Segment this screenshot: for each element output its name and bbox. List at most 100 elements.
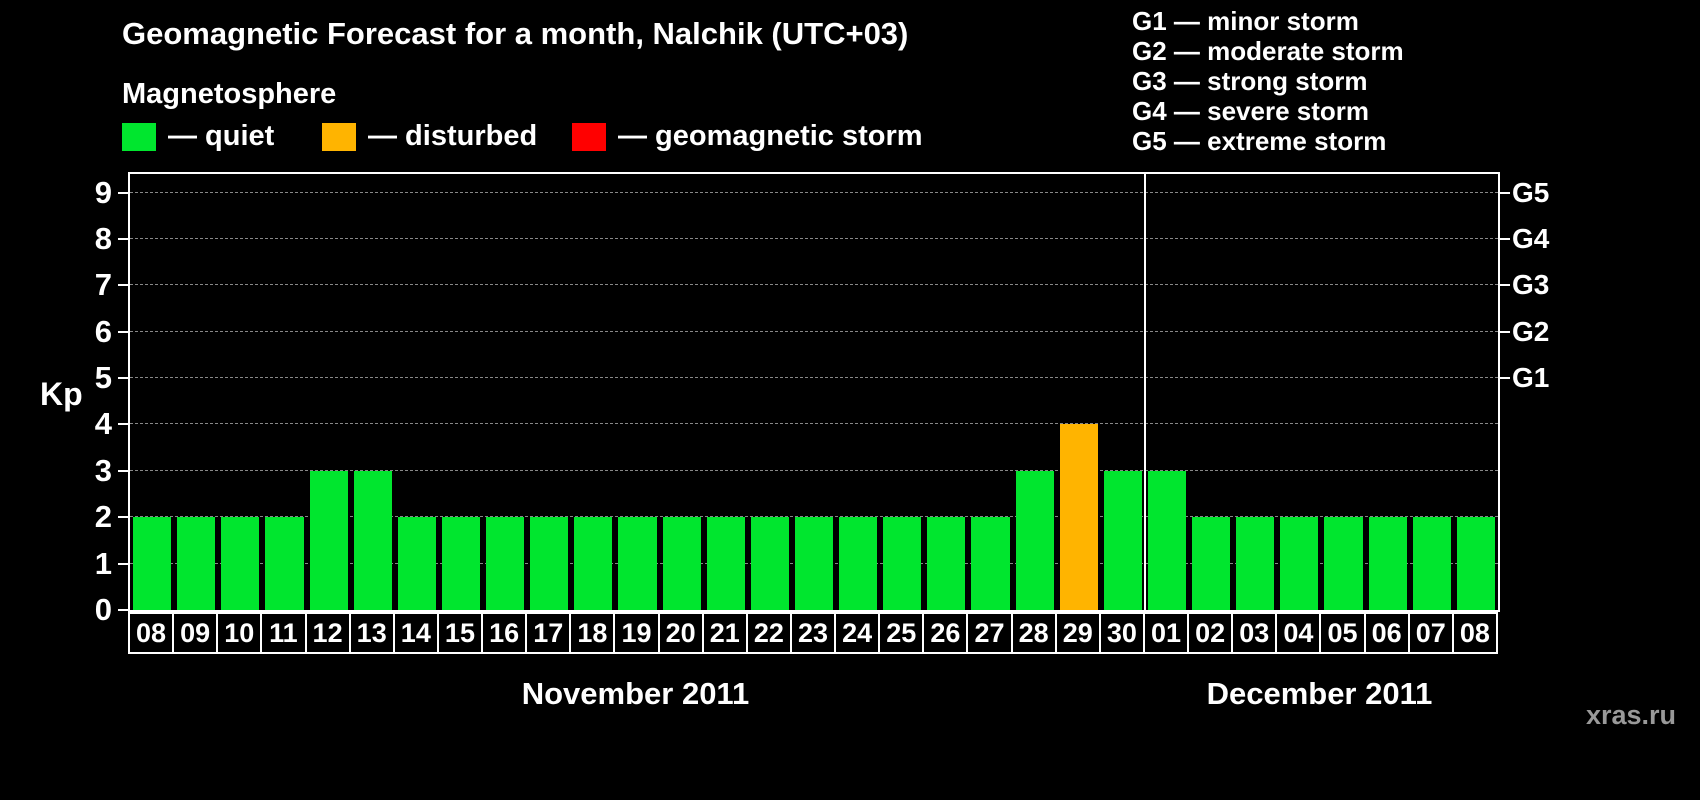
left-axis-tick [118,237,128,240]
day-label-cell: 07 [1407,612,1454,654]
g2-legend-line: G2 — moderate storm [1132,36,1404,66]
y-tick-label-3: 3 [94,452,112,488]
right-axis-tick [1500,377,1510,380]
day-label-cell: 05 [1319,612,1366,654]
day-label-cell: 11 [260,612,307,654]
left-axis-tick [118,191,128,194]
day-label-cell: 25 [878,612,925,654]
month-label: December 2011 [1206,676,1433,711]
gridline-kp-8 [130,237,1498,239]
day-label-cell: 06 [1363,612,1410,654]
day-label-cell: 26 [922,612,969,654]
kp-bar-day-28 [1015,470,1054,610]
kp-bar-day-16 [486,517,525,610]
kp-bar-day-19 [618,517,657,610]
y-tick-label-1: 1 [94,545,112,581]
day-axis-row: 08 09 10 11 12 13 14 15 16 17 18 19 20 21 22 23 24 25 26 27… [128,612,1500,654]
gridline-kp-6 [130,330,1498,332]
g-tick-label-G1: G1 [1512,362,1550,394]
day-label-cell: 24 [834,612,881,654]
kp-bar-day-04 [1280,517,1319,610]
y-tick-label-2: 2 [94,499,112,535]
kp-bar-day-30 [1103,470,1142,610]
day-label-cell: 08 [128,612,175,654]
g5-legend-line: G5 — extreme storm [1132,126,1387,156]
day-label-cell: 15 [436,612,484,654]
legend-label-quiet: — quiet [168,120,275,152]
legend-label-disturbed: — disturbed [368,120,538,152]
gridline-kp-2 [130,516,1498,518]
day-label-cell: 21 [701,612,748,654]
day-label-cell: 02 [1187,612,1234,654]
kp-bar-day-23 [794,517,834,610]
legend-item-storm: — geomagnetic storm [572,120,923,153]
kp-bar-day-06 [1368,517,1407,610]
disturbed-color-swatch [322,122,356,151]
left-axis-tick [118,609,128,611]
gridline-kp-3 [130,469,1498,471]
right-axis-tick [1500,284,1510,287]
kp-bar-day-08 [133,517,172,610]
month-labels-row: November 2011 December 2011 [0,676,1700,716]
kp-bar-day-15 [441,517,481,610]
kp-bar-day-24 [839,517,878,610]
kp-bar-day-18 [574,517,613,610]
day-label-cell: 14 [392,612,439,654]
storm-color-swatch [572,122,606,151]
day-label-cell: 16 [481,612,528,654]
g1-legend-line: G1 — minor storm [1132,6,1359,36]
left-axis-tick [118,377,128,380]
day-label-cell: 10 [216,612,263,654]
gridline-kp-7 [130,284,1498,286]
kp-bar-day-11 [265,517,304,610]
day-label-cell: 28 [1010,612,1057,654]
kp-bar-day-10 [221,517,260,610]
day-label-cell: 19 [613,612,660,654]
kp-bar-day-01 [1147,470,1187,610]
kp-bar-day-27 [971,517,1010,610]
gridline-kp-4 [130,423,1498,425]
y-tick-label-4: 4 [94,406,112,442]
y-tick-label-7: 7 [94,267,112,303]
legend-item-disturbed: — disturbed [322,120,537,153]
month-label: November 2011 [521,676,750,711]
legend-label-storm: — geomagnetic storm [618,120,923,152]
kp-bar-day-08 [1456,517,1495,610]
day-label-cell: 20 [657,612,704,654]
right-axis-tick [1500,191,1510,194]
kp-bar-day-03 [1236,517,1275,610]
y-axis-label: Kp [40,376,83,412]
left-axis-tick [118,284,128,287]
right-axis-tick [1500,330,1510,333]
day-label-cell: 01 [1142,612,1190,654]
month-separator-line [1143,174,1146,610]
kp-bar-day-21 [706,517,745,610]
kp-bar-day-20 [662,517,701,610]
g-scale-legend: G1 — minor storm G2 — moderate storm G3 … [1132,6,1404,156]
day-label-cell: 09 [172,612,219,654]
kp-bar-day-05 [1324,517,1363,610]
day-label-cell: 22 [745,612,792,654]
day-label-cell: 13 [348,612,395,654]
kp-bar-day-17 [530,517,569,610]
left-axis-tick [118,423,128,426]
kp-bar-day-26 [927,517,966,610]
day-label-cell: 03 [1231,612,1278,654]
y-tick-label-6: 6 [94,313,112,349]
magnetosphere-label: Magnetosphere [122,78,337,110]
kp-bar-day-09 [177,517,216,610]
y-tick-label-0: 0 [94,592,112,627]
y-tick-label-8: 8 [94,220,112,256]
kp-bar-day-13 [353,470,392,610]
left-axis-tick [118,469,128,472]
g-tick-label-G3: G3 [1512,269,1550,301]
g-tick-label-G5: G5 [1512,176,1550,208]
kp-bar-day-22 [750,517,789,610]
y-tick-label-9: 9 [94,174,112,210]
day-label-cell: 27 [966,612,1013,654]
day-label-cell: 30 [1098,612,1145,654]
kp-forecast-plot [118,172,1510,612]
day-label-cell: 04 [1275,612,1322,654]
legend-item-quiet: — quiet [122,120,274,153]
day-label-cell: 23 [789,612,837,654]
